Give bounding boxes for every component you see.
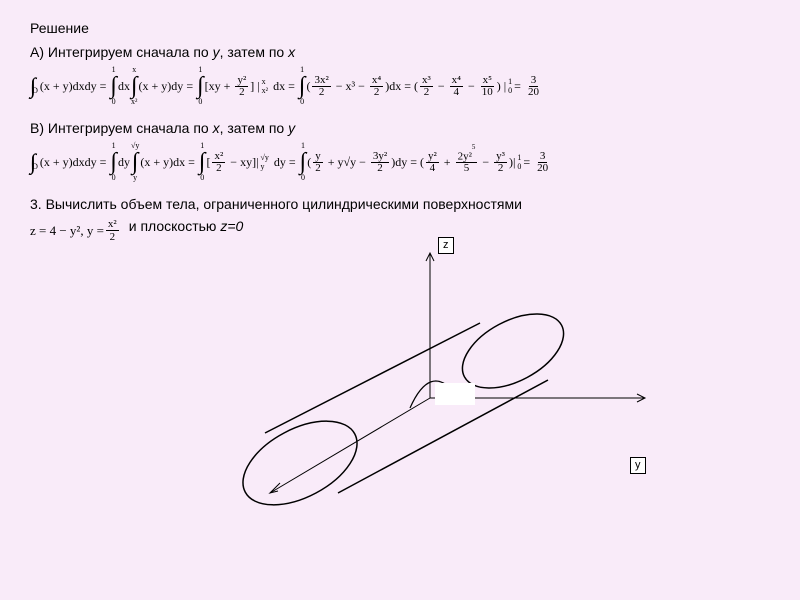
tdy-b: dy bbox=[395, 156, 407, 168]
part-a-prefix: A) Интегрируем сначала по bbox=[30, 44, 213, 60]
int1var-b: dy bbox=[118, 156, 130, 168]
part-a-var1: y bbox=[213, 44, 220, 60]
t3d-b: 2 bbox=[375, 163, 385, 174]
int2hi-b: √y bbox=[131, 142, 139, 150]
r3d-a: 10 bbox=[480, 87, 495, 98]
r2d-a: 4 bbox=[452, 87, 462, 98]
br1bd-a: 2 bbox=[237, 87, 247, 98]
r1n-b: y² bbox=[426, 151, 439, 163]
part-b-prefix: B) Интегрируем сначала по bbox=[30, 120, 213, 136]
int2in-b: (x + y)dx bbox=[140, 156, 185, 168]
surf1-lhs: z = 4 − y², y = bbox=[30, 223, 104, 239]
r2nt-b: 5 bbox=[472, 143, 476, 151]
dblint-sub-a: D bbox=[32, 87, 38, 95]
int1var-a: dx bbox=[118, 80, 130, 92]
r2n-a: x⁴ bbox=[450, 75, 463, 87]
resd-b: 20 bbox=[535, 163, 550, 174]
lhs-b: (x + y)dxdy bbox=[40, 156, 97, 168]
int1hi-a: 1 bbox=[112, 66, 116, 74]
resn-a: 3 bbox=[529, 75, 539, 87]
r2n-b: 2y² bbox=[458, 150, 472, 162]
t1d-a: 2 bbox=[317, 87, 327, 98]
equation-a: ∫∫D (x + y)dxdy = 1∫0 dx x∫x² (x + y)dy … bbox=[30, 66, 770, 106]
b2hi-b: 1 bbox=[301, 142, 305, 150]
int2lo-b: y bbox=[133, 174, 137, 182]
equation-b: ∫∫D (x + y)dxdy = 1∫0 dy √y∫y (x + y)dx … bbox=[30, 142, 770, 182]
int2in-a: (x + y)dy bbox=[139, 80, 184, 92]
br1a-a: xy bbox=[209, 80, 221, 92]
t3d-a: 2 bbox=[372, 87, 382, 98]
r1d-a: 2 bbox=[422, 87, 432, 98]
tdx-a: dx bbox=[389, 80, 401, 92]
solution-title: Решение bbox=[30, 20, 770, 36]
surf2d: 2 bbox=[108, 231, 118, 243]
r3d-b: 2 bbox=[496, 163, 506, 174]
r3n-b: y³ bbox=[494, 151, 507, 163]
t1n-a: 3x² bbox=[312, 75, 330, 87]
axis-y-label: y bbox=[630, 457, 646, 474]
middx-a: dx bbox=[273, 80, 285, 92]
b2lo-a: 0 bbox=[300, 98, 304, 106]
rvlo-a: 0 bbox=[508, 86, 512, 95]
rvhi-a: 1 bbox=[508, 77, 512, 86]
int2hi-a: x bbox=[132, 66, 136, 74]
vhi1-a: x bbox=[262, 77, 268, 86]
int1lo-a: 0 bbox=[112, 98, 116, 106]
b1lo-a: 0 bbox=[198, 98, 202, 106]
r1d-b: 4 bbox=[428, 163, 438, 174]
t2b-b: √y bbox=[344, 156, 357, 168]
int1lo-b: 0 bbox=[112, 174, 116, 182]
r1n-a: x³ bbox=[420, 75, 433, 87]
vhi1-b: √y bbox=[260, 153, 268, 162]
int2lo-a: x² bbox=[131, 98, 137, 106]
br1ad-b: 2 bbox=[214, 163, 224, 174]
part-b-mid: , затем по bbox=[220, 120, 289, 136]
problem-3-surfaces: z = 4 − y², y = x²2 bbox=[30, 218, 121, 243]
int1hi-b: 1 bbox=[112, 142, 116, 150]
p3t2: и плоскостью bbox=[129, 218, 221, 234]
part-b-var2: y bbox=[288, 120, 295, 136]
r2d-b: 5 bbox=[462, 163, 472, 174]
problem-3-plane: и плоскостью z=0 bbox=[129, 218, 244, 234]
part-b-heading: B) Интегрируем сначала по x, затем по y bbox=[30, 120, 770, 136]
b2hi-a: 1 bbox=[300, 66, 304, 74]
rvhi-b: 1 bbox=[517, 153, 521, 162]
resd-a: 20 bbox=[526, 87, 541, 98]
b2lo-b: 0 bbox=[301, 174, 305, 182]
b1lo-b: 0 bbox=[200, 174, 204, 182]
t2-a: x³ bbox=[346, 80, 356, 92]
b1hi-b: 1 bbox=[200, 142, 204, 150]
r3n-a: x⁵ bbox=[481, 75, 494, 87]
br1bn-a: y² bbox=[235, 75, 248, 87]
p3plane: z=0 bbox=[220, 218, 243, 234]
part-a-mid: , затем по bbox=[220, 44, 289, 60]
resn-b: 3 bbox=[538, 151, 548, 163]
rvlo-b: 0 bbox=[517, 162, 521, 171]
t3n-b: 3y² bbox=[371, 151, 389, 163]
problem-3-line1: 3. Вычислить объем тела, ограниченного ц… bbox=[30, 196, 770, 212]
dblint-sub-b: D bbox=[32, 163, 38, 171]
t1d-b: 2 bbox=[313, 163, 323, 174]
surf2n: x² bbox=[106, 218, 119, 231]
t3n-a: x⁴ bbox=[370, 75, 383, 87]
part-a-heading: A) Интегрируем сначала по y, затем по x bbox=[30, 44, 770, 60]
part-b-var1: x bbox=[213, 120, 220, 136]
part-a-var2: x bbox=[288, 44, 295, 60]
lhs-a: (x + y)dxdy bbox=[40, 80, 97, 92]
br1an-b: x² bbox=[212, 151, 225, 163]
middy-b: dy bbox=[274, 156, 286, 168]
vlo1-a: x² bbox=[262, 86, 268, 95]
axis-z-label: z bbox=[438, 237, 454, 254]
br1b-b: xy bbox=[240, 156, 252, 168]
cylinder-diagram: z y bbox=[170, 233, 670, 533]
t1n-b: y bbox=[313, 151, 323, 163]
b1hi-a: 1 bbox=[198, 66, 202, 74]
vlo1-b: y bbox=[260, 162, 268, 171]
